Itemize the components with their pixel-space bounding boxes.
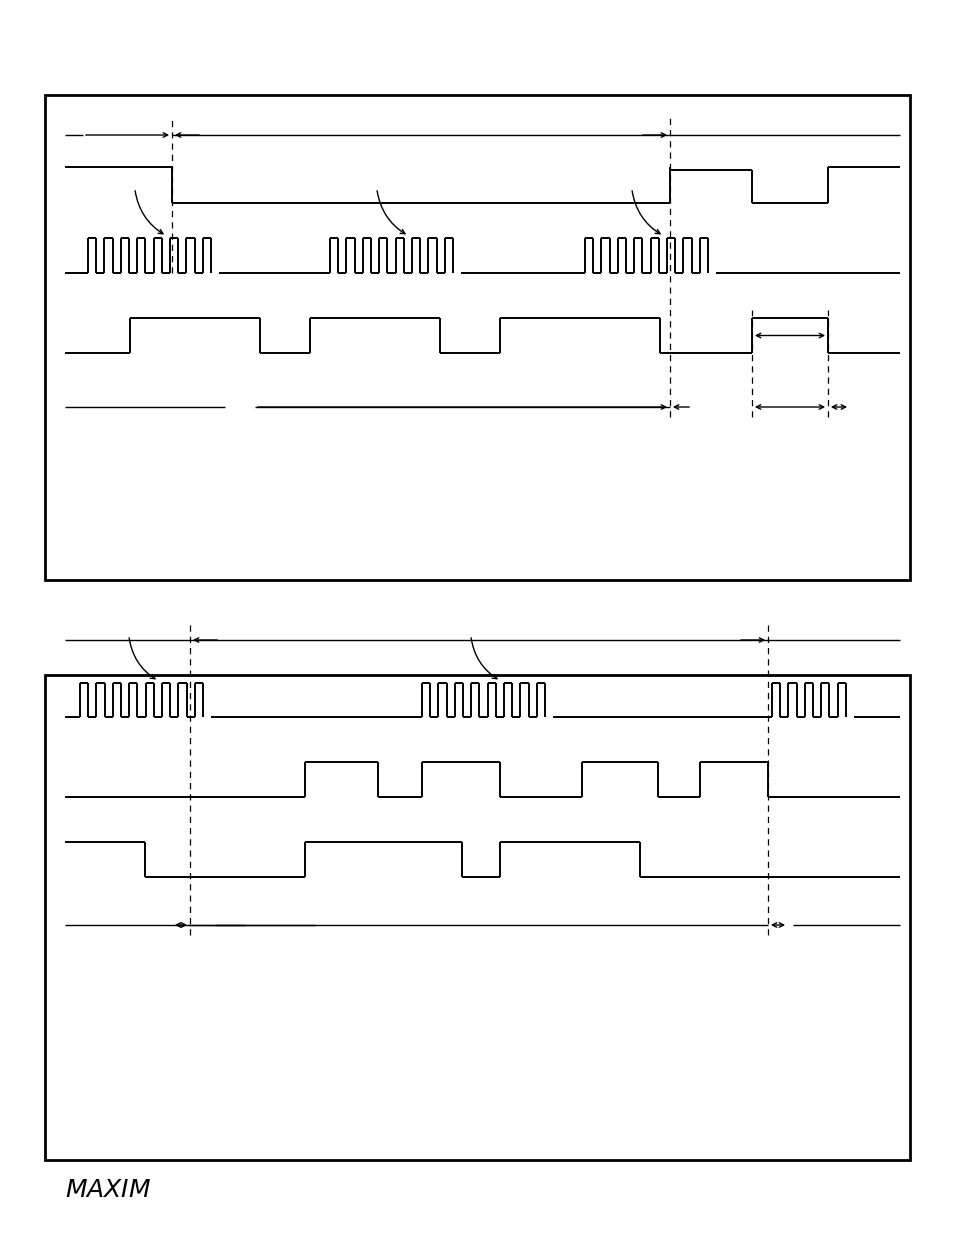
Bar	[45, 676, 909, 1160]
Bar	[45, 95, 909, 580]
Text: $\mathit{MAXIM}$: $\mathit{MAXIM}$	[65, 1178, 151, 1202]
